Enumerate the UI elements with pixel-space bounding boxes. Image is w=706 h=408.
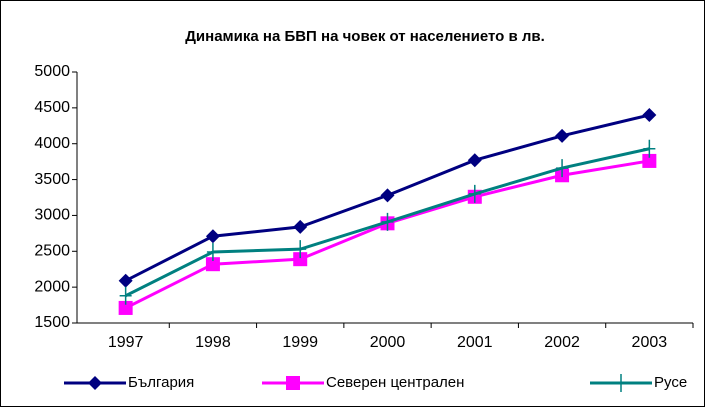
x-tick-label: 1998 <box>195 334 231 351</box>
data-point <box>205 257 220 272</box>
x-tick-label: 1997 <box>108 334 144 351</box>
legend-label: Северен централен <box>326 374 464 391</box>
data-point <box>555 128 570 143</box>
legend-marker <box>88 376 102 390</box>
chart-title: Динамика на БВП на човек от населението … <box>185 28 545 45</box>
data-point <box>118 300 133 315</box>
data-point <box>556 159 569 178</box>
data-point <box>294 240 307 259</box>
data-point <box>643 139 656 158</box>
x-tick-label: 2001 <box>457 334 493 351</box>
data-point <box>642 108 657 123</box>
data-point <box>205 229 220 244</box>
y-tick-label: 1500 <box>34 314 70 331</box>
data-point <box>642 153 657 168</box>
data-point <box>380 188 395 203</box>
y-tick-label: 4500 <box>34 99 70 116</box>
data-point <box>118 273 133 288</box>
legend-label: България <box>128 374 194 391</box>
legend-label: Русе <box>654 374 687 391</box>
data-point <box>206 243 219 262</box>
data-point <box>293 219 308 234</box>
y-tick-label: 2500 <box>34 243 70 260</box>
y-tick-label: 5000 <box>34 63 70 80</box>
data-point <box>119 286 132 305</box>
y-tick-label: 3000 <box>34 207 70 224</box>
data-point <box>293 252 308 267</box>
legend-marker <box>286 376 300 390</box>
y-tick-label: 4000 <box>34 135 70 152</box>
y-tick-label: 2000 <box>34 278 70 295</box>
x-tick-label: 2000 <box>370 334 406 351</box>
legend-marker <box>615 374 627 392</box>
y-tick-label: 3500 <box>34 171 70 188</box>
x-tick-label: 2003 <box>632 334 668 351</box>
data-point <box>381 212 394 231</box>
data-point <box>468 184 481 203</box>
data-point <box>467 153 482 168</box>
x-tick-label: 2002 <box>544 334 580 351</box>
x-tick-label: 1999 <box>282 334 318 351</box>
